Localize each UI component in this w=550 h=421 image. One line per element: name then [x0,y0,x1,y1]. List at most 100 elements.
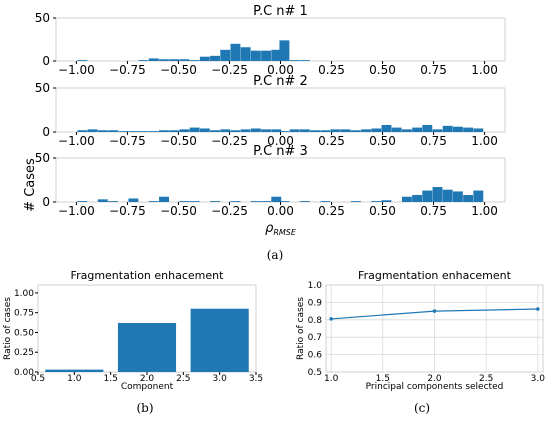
histogram-bar [279,201,290,202]
data-point [432,309,437,313]
y-tick-label: 50 [35,81,50,95]
y-tick-label: 1.0 [308,281,323,291]
panel-c-line-chart: Fragmentation enhacement 0.5 0.6 0.7 0.8 0.9 1… [296,269,545,392]
histogram-bar [452,191,463,202]
x-tick-label: −0.50 [160,134,197,148]
histogram-bar [210,130,220,132]
bar [45,369,104,372]
histogram-bar [473,128,484,132]
x-tick-label: 1.5 [104,374,118,384]
histogram-bar [371,201,382,202]
x-tick-label: −0.75 [109,204,146,218]
histogram-bar [97,199,108,202]
x-tick-label: 0.00 [267,204,294,218]
histogram-bar [299,201,310,202]
x-tick-label: 0.00 [267,134,294,148]
histogram-bar [412,194,423,202]
histogram-bar [299,129,310,132]
histogram-bar [159,196,169,202]
histogram-bar [108,201,118,202]
y-axis-label: Ratio of cases [3,297,13,360]
chart-title: Fragmentation enhacement [71,269,225,282]
panel-b-bar-chart: Fragmentation enhacement 0.00 0.25 0.50 0.75… [3,269,263,392]
y-tick-label: 0.8 [308,316,323,326]
histogram-bar [432,187,443,202]
histogram-bar [330,129,341,132]
histogram-bar [250,128,261,132]
histogram-bar [87,129,98,132]
histogram-bar [179,201,190,202]
histogram-bar [381,200,392,202]
histogram-bar [261,50,272,61]
histogram-bar [463,127,474,132]
plot-frame [55,87,506,133]
histogram-bar [271,129,282,132]
histogram-bar [299,60,310,61]
x-tick-label: 2.5 [479,374,493,384]
histogram-bar [350,201,361,202]
histogram-bar [422,124,433,132]
histogram-bar [169,130,180,132]
x-tick-label: 0.75 [420,204,447,218]
x-tick-label: 1.00 [471,204,498,218]
x-tick-label: −1.00 [58,63,95,77]
x-tick-label: −1.00 [58,204,95,218]
histogram-bar [442,189,453,202]
histogram-bar [240,47,251,61]
histogram-bar [220,49,231,61]
histogram-bar [189,201,200,202]
histogram-bar [261,129,272,132]
x-tick-label: 3.0 [213,374,228,384]
x-tick-label: 2.0 [140,374,155,384]
caption-a: (a) [267,248,284,262]
histogram-bar [148,201,159,202]
histogram-bar [138,131,149,132]
histogram-bar [473,190,484,202]
x-tick-label: 3.0 [531,374,546,384]
bar [117,322,177,372]
histogram-bar [371,128,382,132]
y-tick-label: 0.6 [308,351,323,361]
panel-a-histograms: P.C n# 1 0 50 −1.00 −0.75 −0.50 −0.25 0.00 0.25 0… [23,4,506,237]
y-tick-label: 50 [35,151,50,165]
histogram-bar [138,60,149,61]
x-tick-label: 0.75 [420,134,447,148]
x-tick-label: −0.25 [211,63,248,77]
histogram-bar [230,130,241,132]
histogram-bar [401,129,412,132]
histogram-bar [320,201,331,202]
histogram-bar [77,130,88,132]
histogram-bar [361,129,372,132]
histogram-bar [279,40,290,61]
x-tick-label: 0.50 [369,134,396,148]
x-tick-label: −1.00 [58,134,95,148]
histogram-bar [179,59,190,61]
histogram-bar [210,201,220,202]
histogram-bar [289,60,300,61]
histogram-bar [432,129,443,132]
histogram-bar [148,131,159,132]
histogram-2: P.C n# 2 0 50 −1.00 −0.75 −0.50 −0.25 0.00 0.25 0… [35,74,506,148]
data-point [329,317,333,321]
y-tick-label: 0.75 [14,309,34,319]
histogram-bar [77,201,88,202]
y-tick-label: 0 [42,125,50,139]
x-tick-label: 1.00 [471,134,498,148]
histogram-bar [381,124,392,132]
histogram-bar [210,55,220,61]
y-tick-label: 0.25 [14,348,34,358]
histogram-bar [463,194,474,202]
histogram-bar [271,49,282,61]
y-tick-label: 0.5 [308,368,322,378]
histogram-bar [77,60,88,61]
caption-c: (c) [414,401,430,415]
x-tick-label: 1.0 [324,374,339,384]
histogram-bar [412,127,423,132]
x-tick-label: −0.25 [211,134,248,148]
x-axis-label: ρRMSE [265,221,297,237]
histogram-bar [261,201,272,202]
y-tick-label: 0.50 [14,328,34,338]
x-tick-label: 0.50 [369,63,396,77]
x-tick-label: 0.00 [267,63,294,77]
histogram-bar [128,131,139,132]
